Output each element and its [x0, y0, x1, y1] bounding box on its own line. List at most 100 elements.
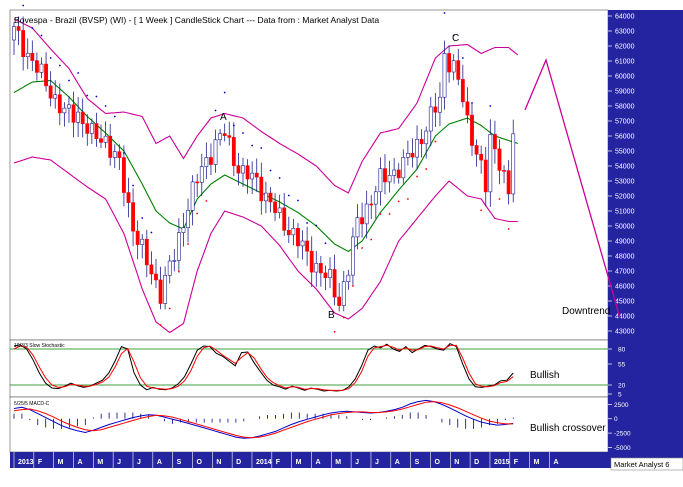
- down-candle: [48, 85, 53, 99]
- psar-dot: [379, 213, 382, 215]
- date-tick-label: J: [117, 459, 121, 466]
- psar-dot: [132, 184, 134, 187]
- down-candle: [231, 137, 236, 166]
- down-candle: [497, 148, 502, 171]
- down-candle: [465, 101, 470, 116]
- date-tick-label: A: [157, 459, 162, 466]
- price-y-tick-label: 61000: [615, 59, 635, 66]
- date-tick-label: 2013: [18, 459, 34, 466]
- up-candle: [328, 269, 332, 278]
- bullish-crossover-label: Bullish crossover: [530, 423, 606, 434]
- date-tick-label: O: [434, 459, 440, 466]
- up-candle: [291, 228, 296, 236]
- down-candle: [286, 229, 291, 236]
- price-y-tick-label: 58000: [615, 104, 635, 111]
- up-candle: [263, 192, 268, 202]
- date-tick-label: M: [58, 459, 64, 466]
- down-candle: [492, 134, 497, 150]
- down-candle: [16, 26, 21, 31]
- down-candle: [323, 272, 328, 278]
- psar-dot: [425, 168, 428, 170]
- up-candle: [241, 165, 245, 174]
- down-candle: [419, 139, 424, 145]
- psar-dot: [232, 124, 235, 127]
- psar-dot: [406, 198, 409, 200]
- psar-dot: [68, 79, 70, 82]
- date-tick-label: J: [355, 459, 359, 466]
- date-tick-label: D: [474, 459, 479, 466]
- stochastic-panel: [9, 339, 609, 398]
- up-candle: [442, 53, 447, 98]
- psar-dot: [287, 194, 290, 197]
- macd-chart: [13, 399, 514, 439]
- date-tick-label: A: [395, 459, 400, 466]
- price-y-tick-label: 60000: [615, 74, 635, 81]
- price-chart: [12, 4, 519, 334]
- psar-dot: [214, 109, 217, 112]
- down-candle: [383, 168, 387, 183]
- date-tick-label: A: [77, 459, 82, 466]
- down-candle: [99, 138, 103, 143]
- psar-dot: [223, 91, 226, 94]
- down-candle: [506, 170, 511, 195]
- down-candle: [268, 192, 273, 203]
- down-candle: [369, 203, 374, 206]
- date-tick-label: F: [276, 459, 281, 466]
- down-candle: [332, 269, 337, 298]
- down-candle: [117, 151, 122, 158]
- down-candle: [447, 53, 452, 73]
- psar-dot: [159, 324, 162, 326]
- date-tick-label: D: [236, 459, 241, 466]
- up-candle: [76, 111, 81, 123]
- psar-dot: [95, 95, 98, 98]
- psar-dot: [113, 115, 116, 118]
- up-candle: [415, 139, 419, 158]
- up-candle: [140, 238, 145, 245]
- down-candle: [479, 153, 484, 161]
- bollinger-upper-band: [13, 18, 519, 194]
- down-candle: [396, 169, 401, 179]
- up-candle: [181, 227, 186, 233]
- watermark-text: Market Analyst 6: [614, 460, 669, 469]
- up-candle: [176, 232, 181, 261]
- down-candle: [195, 181, 200, 184]
- date-tick-label: 2014: [256, 459, 272, 466]
- macd-y-tick-label: -2500: [614, 430, 631, 437]
- up-candle: [186, 210, 190, 228]
- down-candle: [273, 201, 277, 213]
- up-candle: [213, 139, 218, 165]
- psar-dot: [443, 12, 446, 14]
- up-candle: [378, 168, 383, 193]
- psar-dot: [480, 209, 483, 212]
- price-y-tick-label: 46000: [615, 284, 635, 291]
- date-tick-label: N: [216, 459, 221, 466]
- psar-dot: [58, 64, 61, 67]
- psar-dot: [388, 213, 391, 215]
- price-y-tick-label: 52000: [615, 194, 635, 201]
- date-tick-label: N: [454, 459, 459, 466]
- down-candle: [71, 104, 76, 123]
- down-candle: [236, 165, 241, 174]
- date-tick-label: F: [514, 459, 519, 466]
- psar-dot: [187, 243, 189, 245]
- psar-dot: [168, 307, 171, 310]
- down-candle: [483, 159, 488, 193]
- down-candle: [85, 123, 90, 134]
- price-y-tick-label: 62000: [615, 44, 635, 51]
- down-candle: [296, 228, 300, 247]
- up-candle: [167, 260, 172, 276]
- down-candle: [94, 123, 99, 139]
- down-candle: [44, 63, 48, 87]
- stochastic-y-tick-label: 55: [618, 361, 626, 368]
- up-candle: [172, 260, 177, 262]
- up-candle: [511, 133, 516, 195]
- down-candle: [135, 230, 140, 245]
- up-candle: [250, 172, 255, 180]
- down-candle: [80, 111, 85, 124]
- down-candle: [337, 296, 342, 306]
- up-candle: [351, 236, 355, 276]
- up-candle: [53, 94, 58, 99]
- down-candle: [154, 273, 158, 281]
- down-candle: [108, 135, 113, 158]
- down-candle: [460, 79, 465, 103]
